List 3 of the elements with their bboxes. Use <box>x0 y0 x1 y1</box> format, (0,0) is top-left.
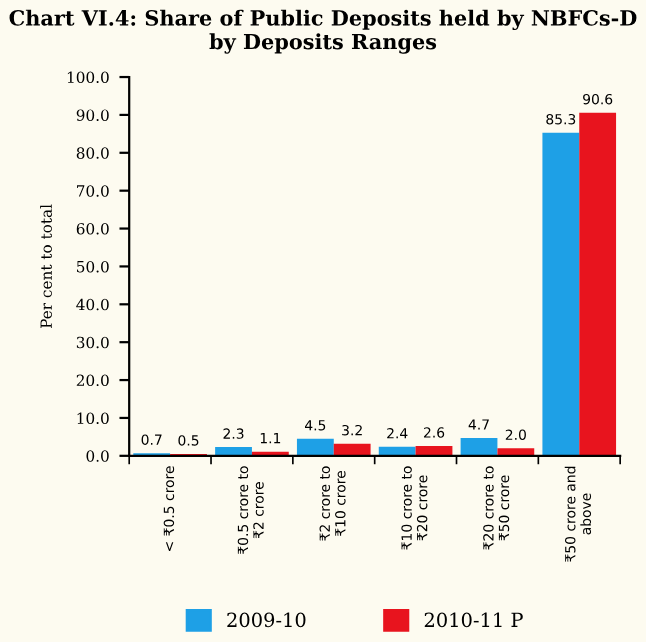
chart-title: Chart VI.4: Share of Public Deposits held by NBFCs-D by Deposits Ranges <box>9 9 637 54</box>
legend-label: 2009-10 <box>227 612 306 628</box>
legend-label: 2010-11 P <box>424 612 523 628</box>
